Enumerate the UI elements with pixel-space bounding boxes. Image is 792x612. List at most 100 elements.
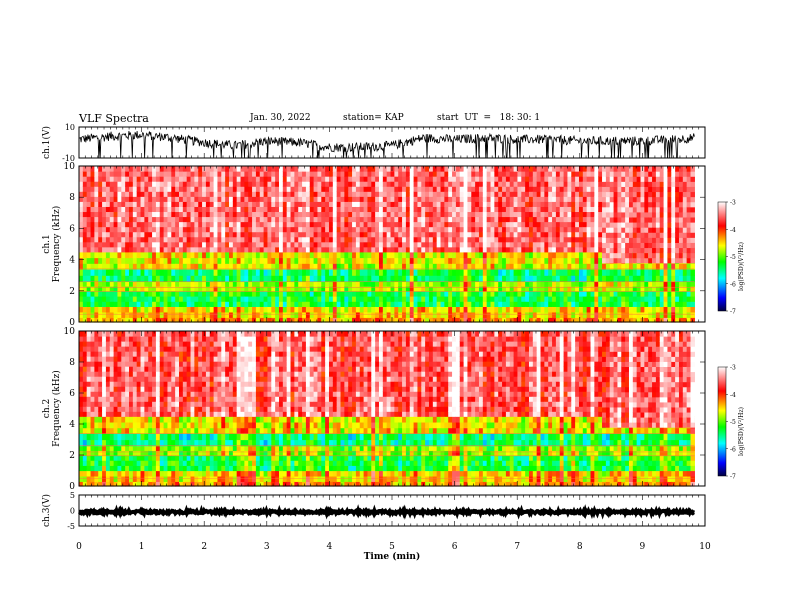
spectrogram-cell [148,306,153,313]
spectrogram-cell [340,241,345,248]
spectrogram-cell [117,186,122,192]
spectrogram-cell [425,216,430,223]
spectrogram-cell [421,251,426,259]
spectrogram-cell [448,221,453,228]
spectrogram-cell [321,290,326,297]
spectrogram-cell [302,268,307,276]
spectrogram-cell [355,317,361,323]
spectrogram-cell [452,236,457,243]
spectrogram-cell [109,246,115,253]
spectrogram-cell [328,311,334,318]
spectrogram-cell [298,286,303,292]
spectrogram-cell [425,251,430,259]
spectrogram-cell [632,206,638,213]
spectrogram-cell [282,171,288,177]
spectrogram-cell [398,317,403,323]
spectrogram-cell [525,241,530,248]
spectrogram-cell [278,311,284,318]
spectrogram-cell [621,281,626,287]
spectrogram-cell [209,275,215,283]
spectrogram-cell [425,236,430,243]
spectrogram-cell [290,211,295,218]
spectrogram-cell [344,251,349,259]
spectrogram-cell [575,216,580,223]
spectrogram-cell [221,290,226,297]
spectrogram-cell [148,181,153,187]
spectrogram-cell [436,211,442,218]
spectrogram-cell [371,231,376,238]
spectrogram-cell [378,196,384,202]
spectrogram-cell [398,296,403,302]
spectrogram-cell [190,201,195,207]
spectrogram-cell [655,286,661,292]
spectrogram-cell [298,211,303,218]
spectrogram-cell [421,221,426,228]
spectrogram-cell [505,201,511,207]
spectrogram-cell [482,186,488,192]
spectrogram-cell [344,191,349,197]
spectrogram-cell [225,311,230,318]
spectrogram-cell [86,226,92,233]
spectrogram-cell [128,301,134,307]
spectrogram-cell [621,286,626,292]
spectrogram-cell [182,211,188,218]
spectrogram-cell [498,216,503,223]
spectrogram-cell [425,221,430,228]
spectrogram-cell [259,311,265,318]
spectrogram-cell [86,296,92,302]
spectrogram-cell [425,196,430,202]
spectrogram-cell [509,206,515,213]
spectrogram-cell [536,191,542,197]
spectrogram-cell [471,226,476,233]
spectrogram-cell [667,281,672,287]
spectrogram-cell [525,211,530,218]
spectrogram-cell [117,263,122,270]
spectrogram-cell [609,186,615,193]
spectrogram-cell [348,231,353,238]
spectrogram-cell [90,296,95,302]
spectrogram-cell [390,211,395,218]
spectrogram-cell [659,281,665,287]
spectrogram-cell [463,171,469,177]
spectrogram-cell [240,211,245,218]
spectrogram-cell [125,201,130,207]
spectrogram-cell [209,196,215,202]
spectrogram-cell [586,221,592,228]
spectrogram-cell [378,311,384,318]
spectrogram-cell [175,171,180,177]
spectrogram-cell [455,286,461,292]
spectrogram-cell [625,181,630,187]
spectrogram-cell [294,191,299,197]
spectrogram-cell [102,191,107,197]
spectrogram-cell [236,206,242,213]
spectrogram-cell [355,246,361,253]
spectrogram-cell [528,251,534,259]
spectrogram-cell [502,290,507,297]
spectrogram-cell [509,311,515,318]
spectrogram-cell [463,251,469,259]
spectrogram-cell [132,201,138,207]
spectrogram-cell [559,231,565,238]
spectrogram-cell [163,211,169,218]
spectrogram-cell [190,241,195,248]
spectrogram-cell [544,201,549,207]
spectrogram-cell [182,176,188,182]
spectrogram-cell [494,241,499,248]
spectrogram-cell [444,296,449,302]
spectrogram-cell [525,201,530,207]
spectrogram-cell [182,226,188,233]
spectrogram-cell [428,186,434,192]
spectrogram-cell [121,296,126,302]
spectrogram-cell [255,241,261,248]
spectrogram-cell [167,176,172,182]
spectrogram-cell [309,166,315,172]
spectrogram-cell [359,181,365,187]
spectrogram-cell [136,290,142,297]
spectrogram-cell [409,241,415,248]
spectrogram-cell [482,166,488,172]
spectrogram-cell [636,268,642,276]
spectrogram-cell [205,275,211,283]
spectrogram-cell [386,171,392,177]
spectrogram-cell [352,301,357,307]
spectrogram-cell [198,306,203,313]
